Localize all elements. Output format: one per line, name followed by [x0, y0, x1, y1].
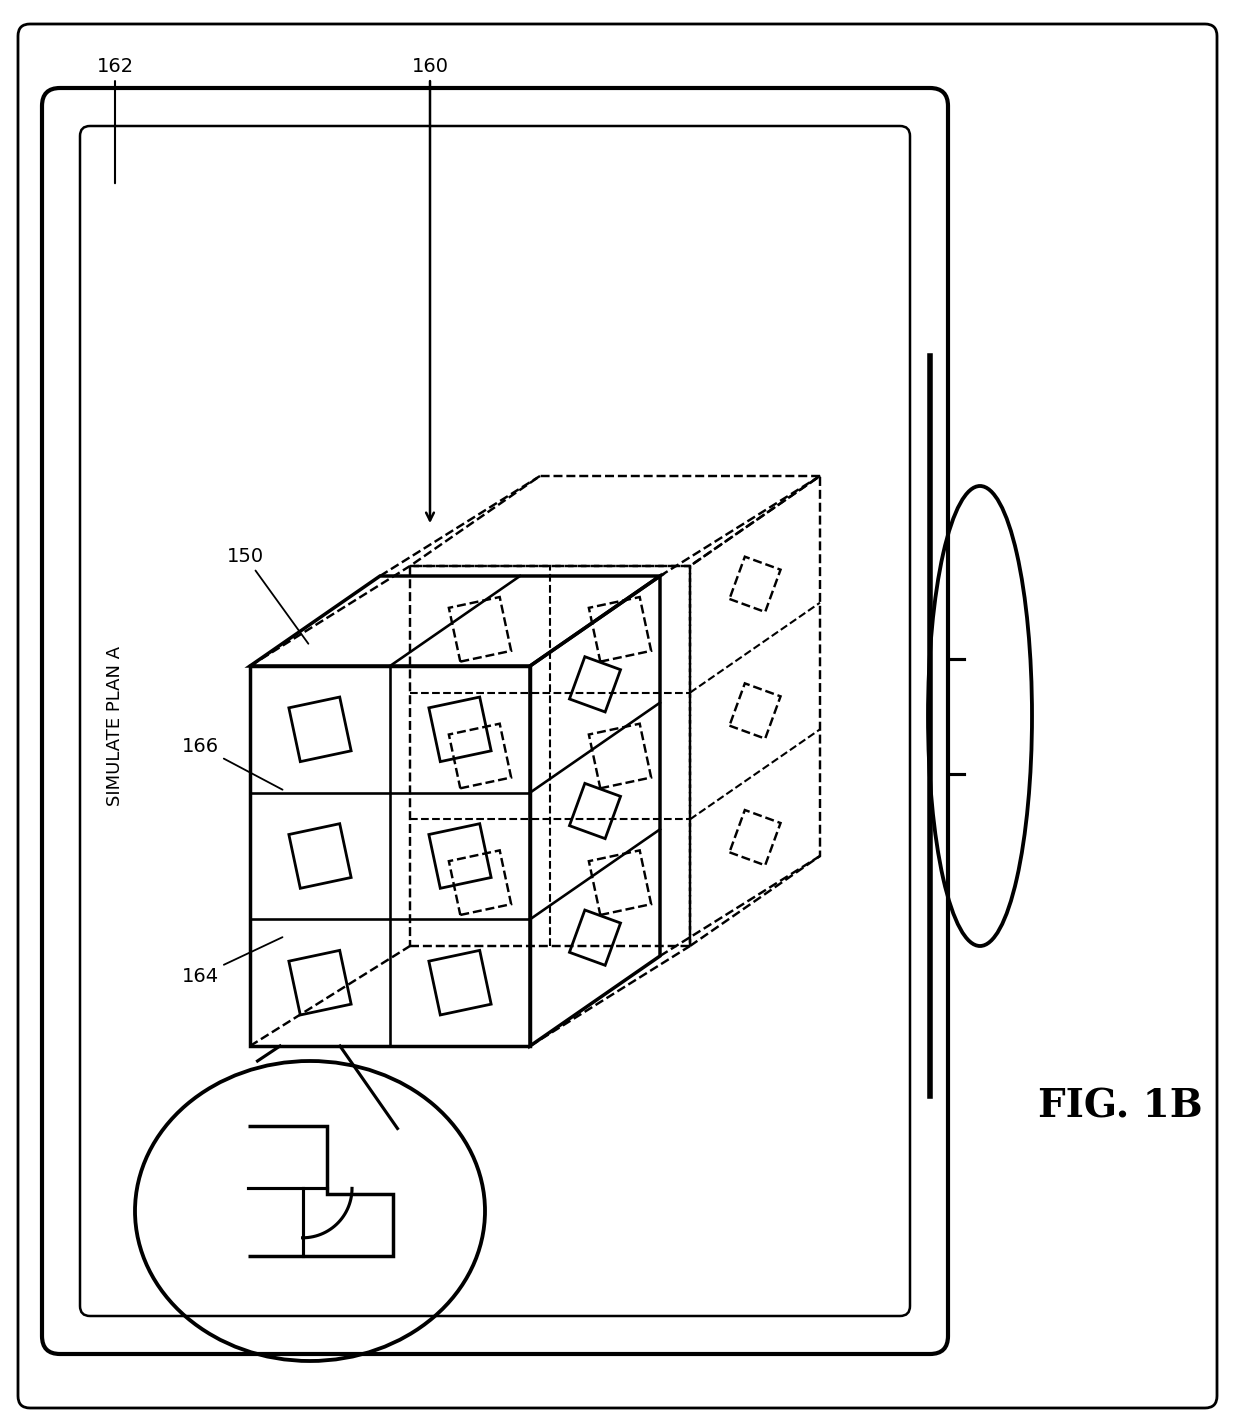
Text: 150: 150	[227, 546, 309, 643]
Bar	[429, 950, 491, 1015]
Text: 164: 164	[181, 937, 283, 985]
Text: 160: 160	[412, 57, 449, 520]
Bar	[729, 556, 780, 612]
Text: FIG. 1B: FIG. 1B	[1038, 1087, 1203, 1125]
FancyBboxPatch shape	[19, 24, 1216, 1407]
Bar	[569, 783, 620, 838]
Bar	[589, 850, 651, 915]
Text: 166: 166	[181, 736, 283, 790]
Bar	[729, 810, 780, 866]
Bar	[429, 824, 491, 888]
Bar	[449, 597, 511, 662]
Text: 162: 162	[97, 57, 134, 183]
Bar	[729, 683, 780, 739]
Bar	[569, 910, 620, 965]
Bar	[569, 657, 620, 712]
FancyBboxPatch shape	[81, 125, 910, 1316]
Bar	[429, 697, 491, 761]
Bar	[589, 724, 651, 789]
Text: SIMULATE PLAN A: SIMULATE PLAN A	[105, 646, 124, 806]
Bar	[289, 697, 351, 761]
FancyBboxPatch shape	[42, 88, 949, 1355]
Bar	[449, 850, 511, 915]
Bar	[589, 597, 651, 662]
Bar	[449, 724, 511, 789]
Bar	[289, 824, 351, 888]
Bar	[289, 950, 351, 1015]
